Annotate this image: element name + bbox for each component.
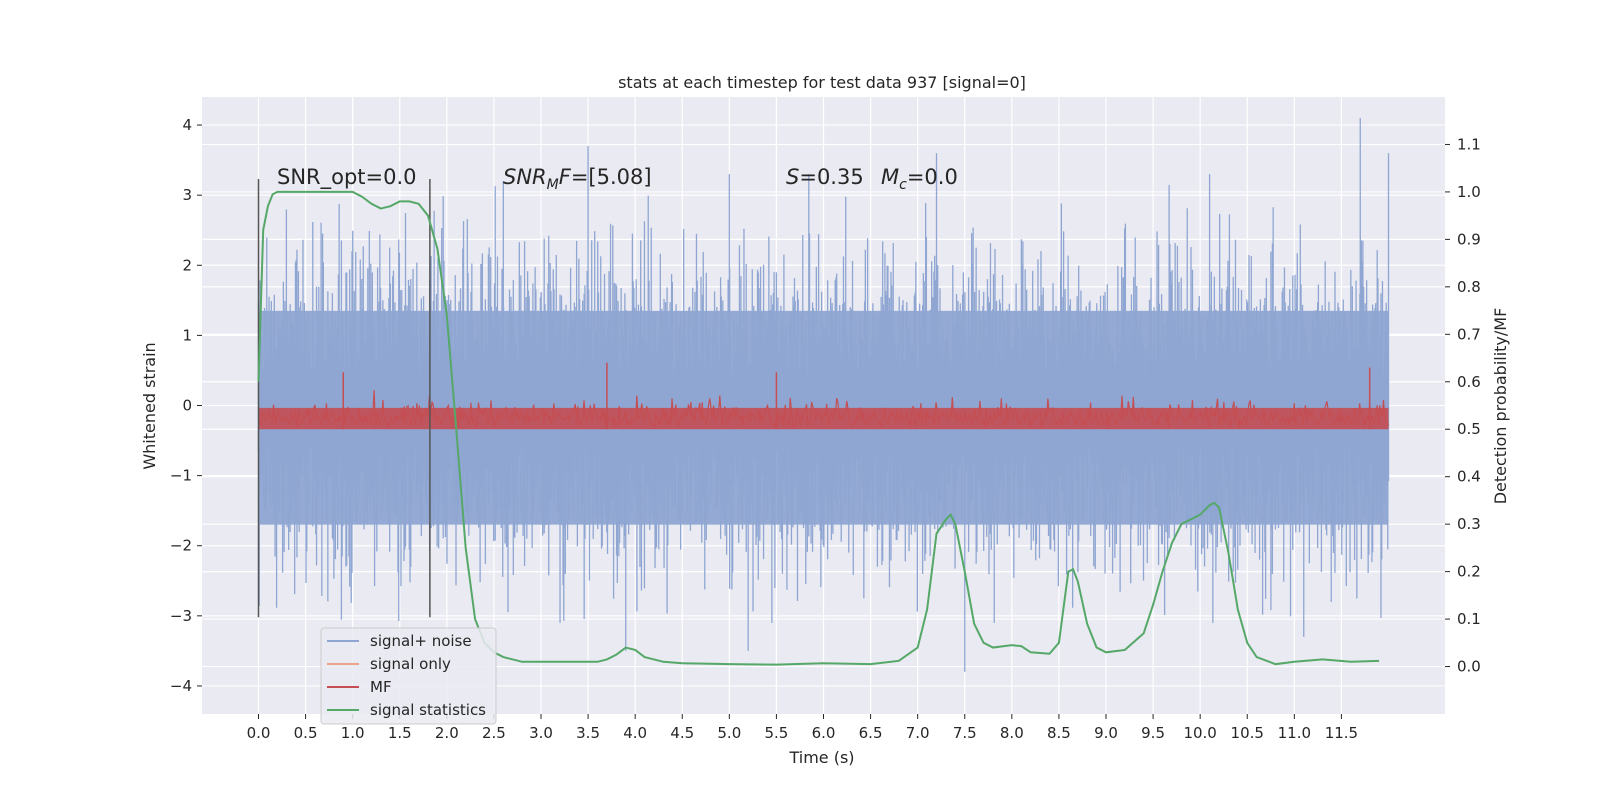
x-tick-label: 8.5 (1047, 724, 1071, 742)
y-left-tick-label: 0 (182, 397, 192, 415)
annotation-s: S=0.35 (786, 165, 864, 189)
y-left-tick-label: 4 (182, 116, 192, 134)
x-axis-title: Time (s) (788, 748, 854, 767)
vertical-markers (257, 179, 431, 618)
x-tick-label: 3.5 (576, 724, 600, 742)
x-tick-label: 7.5 (953, 724, 977, 742)
series-signal-statistics (257, 190, 1380, 666)
x-tick-label: 8.0 (1000, 724, 1024, 742)
y-right-axis-ticks: 1.1 1.0 0.9 0.8 0.7 0.6 0.5 0.4 0.3 0.2 0.1 0.0 (1445, 135, 1481, 676)
y-right-tick-label: 0.6 (1457, 373, 1481, 391)
y-left-tick-label: 1 (182, 326, 192, 344)
y-left-tick-label: 3 (182, 186, 192, 204)
annotation-snr-mf: SNRMF=[5.08] (503, 165, 652, 193)
x-tick-label: 9.5 (1141, 724, 1165, 742)
y-right-tick-label: 0.9 (1457, 230, 1481, 248)
x-tick-label: 11.5 (1325, 724, 1358, 742)
x-tick-label: 7.0 (906, 724, 930, 742)
x-tick-label: 5.0 (717, 724, 741, 742)
x-tick-label: 1.0 (341, 724, 365, 742)
x-tick-label: 1.5 (388, 724, 412, 742)
x-tick-label: 2.5 (482, 724, 506, 742)
x-tick-label: 0.5 (294, 724, 318, 742)
legend-label-mf: MF (370, 678, 392, 696)
y-right-tick-label: 0.8 (1457, 278, 1481, 296)
x-tick-label: 5.5 (764, 724, 788, 742)
legend-label-signal-only: signal only (370, 655, 451, 673)
y-right-tick-label: 0.2 (1457, 563, 1481, 581)
x-tick-label: 4.0 (623, 724, 647, 742)
x-tick-label: 11.0 (1278, 724, 1311, 742)
x-tick-label: 6.5 (859, 724, 883, 742)
legend: signal+ noise signal only MF signal stat… (320, 627, 497, 725)
annotation-mc: Mc=0.0 (881, 165, 958, 193)
y-left-tick-label: −4 (170, 677, 192, 695)
x-axis-ticks: 0.0 0.5 1.0 1.5 2.0 2.5 3.0 3.5 4.0 4.5 5.0 5.5 6.0 6… (247, 714, 1358, 742)
y-right-tick-label: 1.0 (1457, 183, 1481, 201)
y-right-tick-label: 0.0 (1457, 658, 1481, 676)
x-tick-label: 9.0 (1094, 724, 1118, 742)
annotation-snr-opt: SNR_opt=0.0 (277, 165, 417, 190)
y-right-tick-label: 0.5 (1457, 420, 1481, 438)
mf-trace (257, 390, 1390, 430)
y-left-tick-label: −1 (170, 467, 192, 485)
x-tick-label: 10.0 (1183, 724, 1216, 742)
legend-box (320, 627, 497, 725)
y-right-tick-label: 0.1 (1457, 610, 1481, 628)
series-mf (257, 362, 1390, 430)
y-left-tick-label: 2 (182, 256, 192, 274)
y-right-axis-title: Detection probability/MF (1491, 308, 1510, 505)
y-left-axis-title: Whitened strain (140, 342, 159, 469)
x-tick-label: 0.0 (247, 724, 271, 742)
x-tick-label: 4.5 (670, 724, 694, 742)
y-right-tick-label: 0.4 (1457, 468, 1481, 486)
legend-label-signal-noise: signal+ noise (370, 632, 472, 650)
x-tick-label: 2.0 (435, 724, 459, 742)
y-left-tick-label: −2 (170, 537, 192, 555)
y-right-tick-label: 0.3 (1457, 515, 1481, 533)
x-tick-label: 3.0 (529, 724, 553, 742)
y-left-tick-label: −3 (170, 607, 192, 625)
x-tick-label: 10.5 (1231, 724, 1264, 742)
chart-title: stats at each timestep for test data 937… (618, 73, 1026, 92)
y-left-axis-ticks: 4 3 2 1 0 −1 −2 −3 −4 (170, 116, 202, 695)
x-tick-label: 6.0 (812, 724, 836, 742)
y-right-tick-label: 1.1 (1457, 135, 1481, 153)
legend-label-signal-statistics: signal statistics (370, 701, 486, 719)
y-right-tick-label: 0.7 (1457, 325, 1481, 343)
